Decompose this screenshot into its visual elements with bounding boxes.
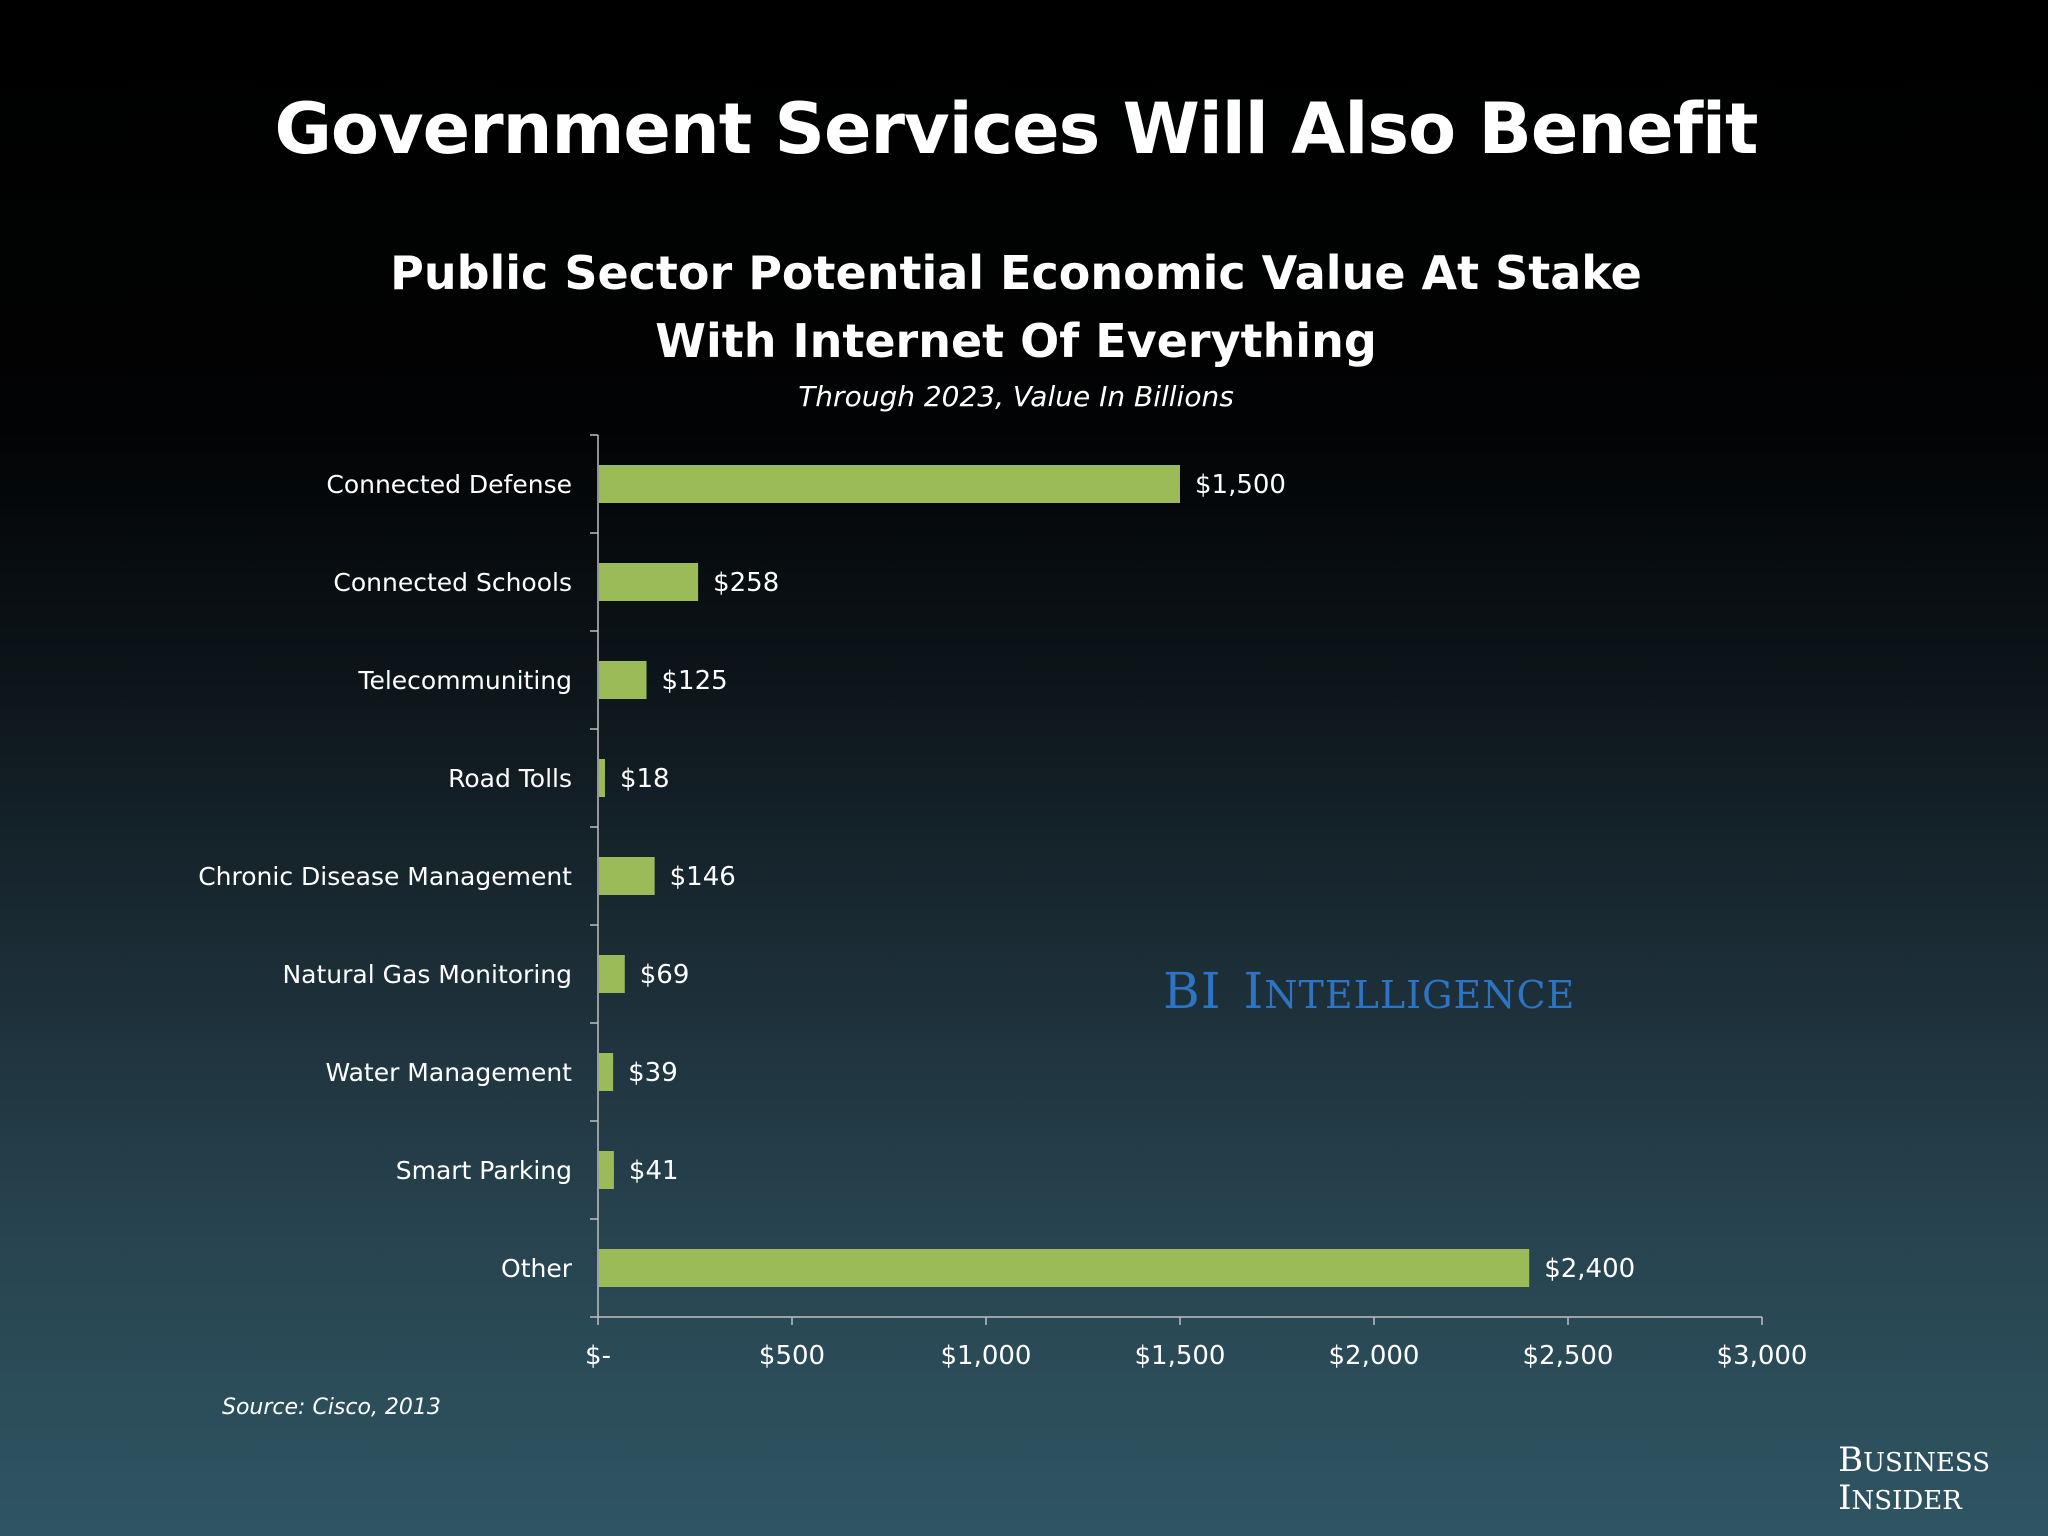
- x-tick-label: $-: [585, 1341, 611, 1371]
- logo-line1: BUSINESS: [1838, 1440, 1990, 1480]
- bar: [599, 661, 647, 699]
- data-label: $2,400: [1544, 1254, 1635, 1284]
- data-label: $146: [670, 862, 736, 892]
- bar: [599, 955, 625, 993]
- category-label: Natural Gas Monitoring: [282, 960, 572, 989]
- category-label: Other: [501, 1254, 573, 1283]
- bi-intelligence-watermark: BI INTELLIGENCE: [1163, 962, 1575, 1020]
- bar: [599, 465, 1180, 503]
- chart-title-line1: Public Sector Potential Economic Value A…: [390, 246, 1642, 300]
- bar: [599, 563, 699, 601]
- category-label: Road Tolls: [448, 764, 572, 793]
- slide-title: Government Services Will Also Benefit: [274, 88, 1758, 170]
- data-label: $69: [640, 960, 690, 990]
- bar: [599, 1151, 614, 1189]
- watermark-first-word: BI: [1163, 962, 1222, 1020]
- x-tick-label: $2,500: [1523, 1341, 1614, 1371]
- x-tick-label: $2,000: [1329, 1341, 1420, 1371]
- bar: [599, 857, 655, 895]
- category-label: Water Management: [325, 1058, 572, 1087]
- chart-subtitle: Through 2023, Value In Billions: [798, 380, 1234, 413]
- business-insider-logo: BUSINESS INSIDER: [1838, 1440, 1990, 1520]
- category-label: Telecommuniting: [357, 666, 572, 695]
- data-label: $41: [629, 1156, 679, 1186]
- category-label: Smart Parking: [396, 1156, 572, 1185]
- data-label: $18: [620, 764, 670, 794]
- x-tick-label: $500: [759, 1341, 825, 1371]
- logo-line2: INSIDER: [1838, 1478, 1962, 1518]
- data-label: $258: [713, 568, 779, 598]
- bar: [599, 1249, 1530, 1287]
- data-label: $1,500: [1195, 470, 1286, 500]
- category-label: Chronic Disease Management: [198, 862, 572, 891]
- bar: [599, 759, 605, 797]
- bar: [599, 1053, 614, 1091]
- category-label: Connected Schools: [333, 568, 572, 597]
- x-tick-label: $3,000: [1717, 1341, 1808, 1371]
- watermark-second-word: INTELLIGENCE: [1243, 962, 1576, 1020]
- data-label: $39: [628, 1058, 678, 1088]
- x-tick-label: $1,500: [1135, 1341, 1226, 1371]
- category-label: Connected Defense: [326, 470, 572, 499]
- source-note: Source: Cisco, 2013: [222, 1395, 441, 1420]
- data-label: $125: [662, 666, 728, 696]
- chart-title-line2: With Internet Of Everything: [655, 314, 1377, 368]
- x-tick-label: $1,000: [941, 1341, 1032, 1371]
